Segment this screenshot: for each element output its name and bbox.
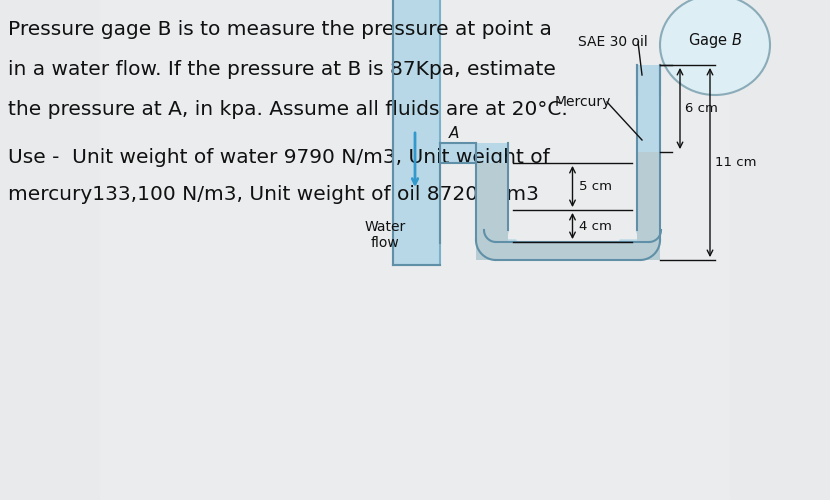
Polygon shape [637,230,661,242]
Text: Mercury: Mercury [555,95,612,109]
Bar [637,152,660,242]
Text: 6 cm: 6 cm [685,102,718,115]
Ellipse shape [660,0,770,95]
Text: Gage $B$: Gage $B$ [688,32,742,50]
Text: 11 cm: 11 cm [715,156,756,169]
Bar [476,163,508,242]
Bar [100,0,730,500]
Text: Use -  Unit weight of water 9790 N/m3, Unit weight of: Use - Unit weight of water 9790 N/m3, Un… [8,148,549,167]
Bar [476,143,508,260]
Text: SAE 30 oil: SAE 30 oil [578,35,647,49]
Text: Pressure gage B is to measure the pressure at point a: Pressure gage B is to measure the pressu… [8,20,552,39]
Polygon shape [476,240,516,260]
Bar [476,242,660,260]
Text: in a water flow. If the pressure at B is 87Kpa, estimate: in a water flow. If the pressure at B is… [8,60,556,79]
Bar [637,65,660,95]
Polygon shape [620,240,660,260]
Text: the pressure at A, in kpa. Assume all fluids are at 20°C.: the pressure at A, in kpa. Assume all fl… [8,100,568,119]
Text: mercury133,100 N/m3, Unit weight of oil 8720 N/m3: mercury133,100 N/m3, Unit weight of oil … [8,185,539,204]
Bar [440,143,476,163]
Bar [476,242,660,260]
Text: 5 cm: 5 cm [579,180,612,193]
Text: $A$: $A$ [448,125,460,141]
Polygon shape [484,230,508,242]
Bar [393,0,440,265]
Text: Water
flow: Water flow [364,220,406,250]
Text: 4 cm: 4 cm [579,220,612,232]
Bar [637,65,660,260]
